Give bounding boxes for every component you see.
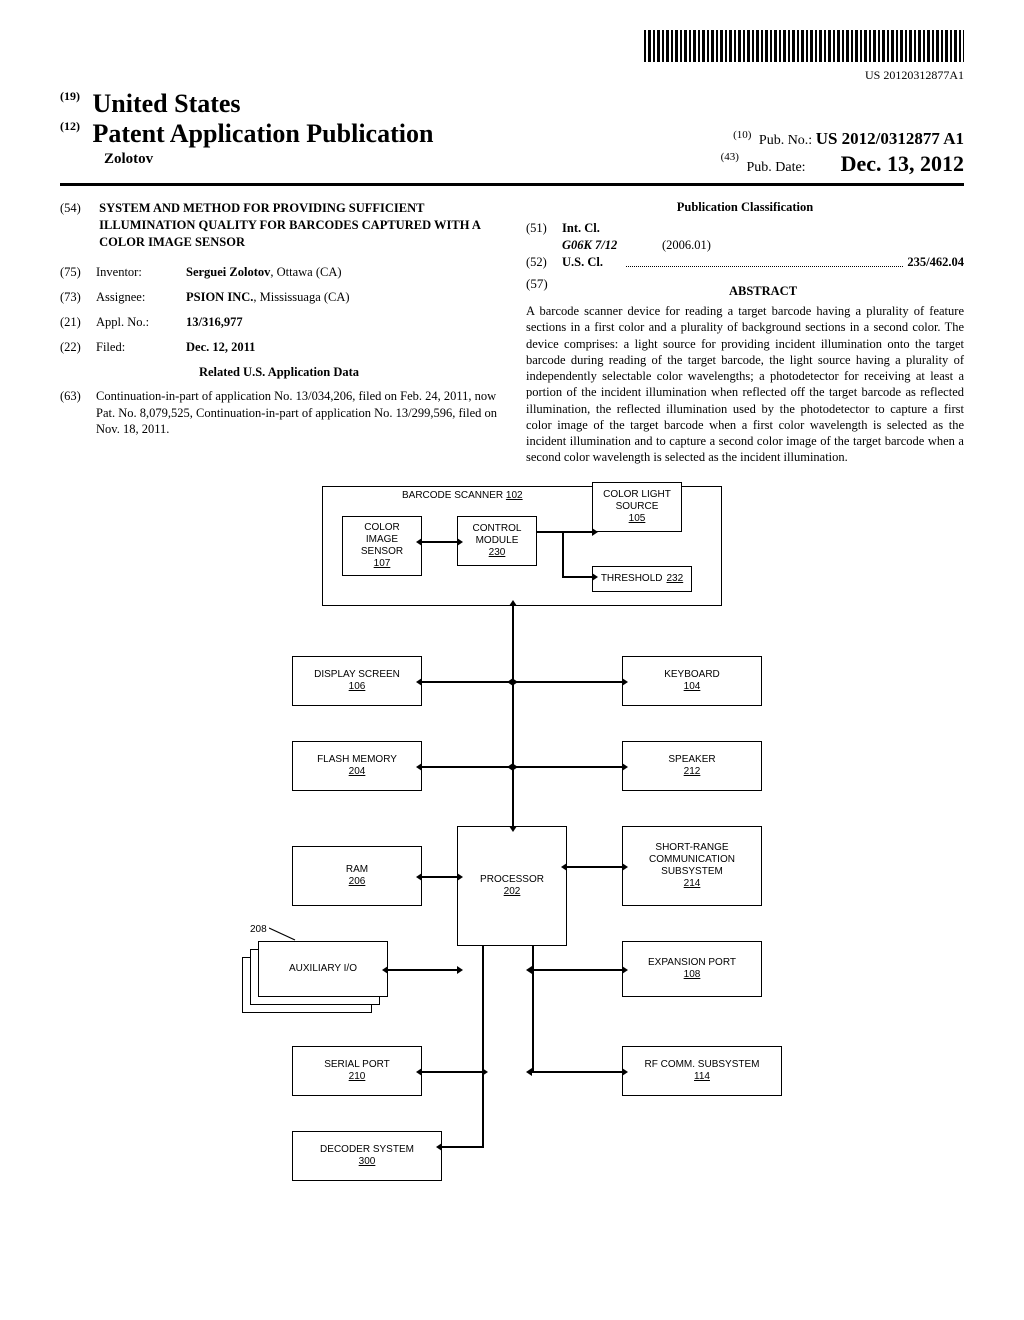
- pubdate-code: (43): [721, 151, 739, 163]
- conn-ram: [422, 876, 457, 878]
- keyboard-box: KEYBOARD104: [622, 656, 762, 706]
- scanner-label: BARCODE SCANNER 102: [402, 490, 523, 501]
- assignee-name: PSION INC.: [186, 290, 253, 304]
- filed-label: Filed:: [96, 340, 186, 355]
- line-control-threshold-v: [562, 531, 564, 576]
- ram-box: RAM206: [292, 846, 422, 906]
- classification-heading: Publication Classification: [526, 200, 964, 215]
- conn-speaker: [513, 766, 622, 768]
- speaker-box: SPEAKER212: [622, 741, 762, 791]
- pubno-code: (10): [733, 129, 751, 141]
- arrow-control-threshold: [562, 576, 592, 578]
- abstract-heading: ABSTRACT: [562, 284, 964, 299]
- arrow-control-light: [537, 531, 592, 533]
- intcl-class: G06K 7/12: [562, 238, 662, 253]
- uscl-value: 235/462.04: [907, 255, 964, 270]
- flash-box: FLASH MEMORY204: [292, 741, 422, 791]
- invention-title: (54) SYSTEM AND METHOD FOR PROVIDING SUF…: [60, 200, 498, 251]
- conn-serial: [422, 1071, 482, 1073]
- intcl-label: Int. Cl.: [562, 221, 622, 236]
- filed-code: (22): [60, 340, 96, 355]
- pubno-value: US 2012/0312877 A1: [816, 129, 964, 148]
- conn-aux: [388, 969, 457, 971]
- barcode-pubnum: US 20120312877A1: [60, 68, 964, 83]
- bus-lower-right-v: [532, 946, 534, 1073]
- conn-rf: [532, 1071, 622, 1073]
- light-box: COLOR LIGHT SOURCE105: [592, 482, 682, 532]
- filed-value: Dec. 12, 2011: [186, 340, 498, 355]
- shortrange-box: SHORT-RANGE COMMUNICATION SUBSYSTEM214: [622, 826, 762, 906]
- intcl-date: (2006.01): [662, 238, 711, 253]
- inventor-name: Serguei Zolotov: [186, 265, 270, 279]
- bus-lower-v: [482, 946, 484, 1146]
- display-box: DISPLAY SCREEN106: [292, 656, 422, 706]
- related-heading: Related U.S. Application Data: [60, 365, 498, 380]
- inventor-loc: , Ottawa (CA): [270, 265, 341, 279]
- publication-line: (12) Patent Application Publication (10)…: [60, 119, 964, 149]
- conn-short: [567, 866, 622, 868]
- abstract-code: (57): [526, 276, 562, 303]
- barcode-graphic: [60, 30, 964, 66]
- serial-box: SERIAL PORT210: [292, 1046, 422, 1096]
- conn-display: [422, 681, 512, 683]
- pubdate-label: Pub. Date:: [746, 160, 805, 175]
- rf-box: RF COMM. SUBSYSTEM114: [622, 1046, 782, 1096]
- intcl-value-row: G06K 7/12 (2006.01): [526, 238, 964, 253]
- title-code: (54): [60, 200, 96, 217]
- country-line: (19) United States: [60, 89, 964, 119]
- uscl-code: (52): [526, 255, 562, 270]
- conn-decoder: [442, 1146, 484, 1148]
- related-text: Continuation-in-part of application No. …: [96, 388, 498, 439]
- assignee-loc: , Mississuaga (CA): [253, 290, 349, 304]
- related-code: (63): [60, 388, 96, 439]
- abstract-text: A barcode scanner device for reading a t…: [526, 303, 964, 466]
- author-name: Zolotov: [60, 151, 153, 177]
- intcl-row: (51) Int. Cl.: [526, 221, 964, 236]
- uscl-row: (52) U.S. Cl. 235/462.04: [526, 255, 964, 270]
- bus-vertical: [512, 606, 514, 826]
- intcl-code: (51): [526, 221, 562, 236]
- decoder-box: DECODER SYSTEM300: [292, 1131, 442, 1181]
- sensor-box: COLOR IMAGE SENSOR107: [342, 516, 422, 576]
- country-name: United States: [93, 89, 241, 118]
- right-column: Publication Classification (51) Int. Cl.…: [526, 200, 964, 466]
- assignee-label: Assignee:: [96, 290, 186, 305]
- biblio-columns: (54) SYSTEM AND METHOD FOR PROVIDING SUF…: [60, 200, 964, 466]
- aux-ref-label: 208: [250, 924, 299, 942]
- author-date-line: Zolotov (43) Pub. Date: Dec. 13, 2012: [60, 151, 964, 177]
- applno-label: Appl. No.:: [96, 315, 186, 330]
- related-body: (63) Continuation-in-part of application…: [60, 388, 498, 439]
- threshold-box: THRESHOLD 232: [592, 566, 692, 592]
- barcode-stripes: [644, 30, 964, 62]
- processor-box: PROCESSOR202: [457, 826, 567, 946]
- country-code: (19): [60, 89, 80, 103]
- expansion-box: EXPANSION PORT108: [622, 941, 762, 997]
- pub-type: Patent Application Publication: [93, 119, 434, 148]
- pubno-label: Pub. No.:: [759, 133, 812, 148]
- applno-code: (21): [60, 315, 96, 330]
- left-column: (54) SYSTEM AND METHOD FOR PROVIDING SUF…: [60, 200, 498, 466]
- control-box: CONTROL MODULE230: [457, 516, 537, 566]
- header-rule: [60, 183, 964, 186]
- assignee-code: (73): [60, 290, 96, 305]
- pub-code: (12): [60, 119, 80, 133]
- filed-row: (22) Filed: Dec. 12, 2011: [60, 340, 498, 355]
- conn-keyboard: [513, 681, 622, 683]
- inventor-row: (75) Inventor: Serguei Zolotov, Ottawa (…: [60, 265, 498, 280]
- conn-flash: [422, 766, 512, 768]
- figure-block-diagram: BARCODE SCANNER 102 COLOR IMAGE SENSOR10…: [232, 486, 792, 1206]
- inventor-label: Inventor:: [96, 265, 186, 280]
- title-text: SYSTEM AND METHOD FOR PROVIDING SUFFICIE…: [99, 200, 497, 251]
- uscl-label: U.S. Cl.: [562, 255, 622, 270]
- assignee-row: (73) Assignee: PSION INC., Mississuaga (…: [60, 290, 498, 305]
- arrow-sensor-control: [422, 541, 457, 543]
- conn-exp: [532, 969, 622, 971]
- applno-row: (21) Appl. No.: 13/316,977: [60, 315, 498, 330]
- pubdate-value: Dec. 13, 2012: [841, 151, 964, 176]
- uscl-leader-dots: [626, 255, 903, 267]
- inventor-code: (75): [60, 265, 96, 280]
- applno-value: 13/316,977: [186, 315, 498, 330]
